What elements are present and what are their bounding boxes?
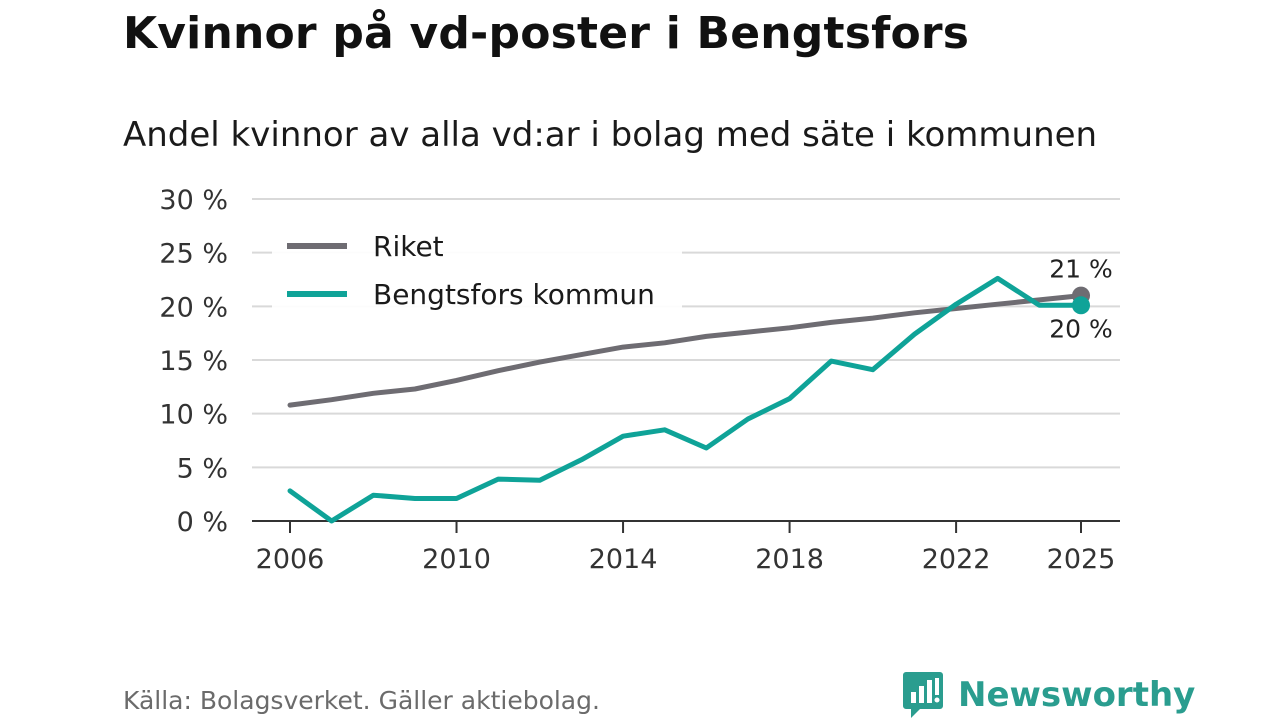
x-tick-label: 2018 (755, 544, 824, 575)
legend-background (272, 222, 682, 314)
chart-title: Kvinnor på vd-poster i Bengtsfors (123, 8, 970, 59)
y-axis-ticks: 0 % 5 % 10 % 15 % 20 % 25 % 30 % (159, 185, 228, 538)
x-tick-label: 2025 (1047, 544, 1116, 575)
y-tick-label: 0 % (177, 507, 228, 538)
series-end-point-1 (1072, 296, 1090, 315)
end-label-0: 21 % (1049, 255, 1113, 284)
series-lines (287, 275, 1090, 524)
x-axis: 2006 2010 2014 2018 2022 2025 (252, 520, 1120, 575)
end-labels: 21 % 20 % (1049, 255, 1113, 344)
x-tick-label: 2014 (589, 544, 658, 575)
x-tick-label: 2006 (256, 544, 325, 575)
chart-subtitle: Andel kvinnor av alla vd:ar i bolag med … (123, 115, 1098, 155)
y-tick-label: 10 % (159, 400, 228, 431)
y-tick-label: 5 % (177, 453, 228, 484)
y-tick-label: 30 % (159, 185, 228, 216)
brand-logo: Newsworthy (902, 670, 1195, 720)
series-line-1 (287, 275, 1084, 524)
y-tick-label: 20 % (159, 292, 228, 323)
x-tick-label: 2010 (422, 544, 491, 575)
legend-label-0: Riket (373, 230, 444, 263)
brand-name: Newsworthy (958, 675, 1196, 715)
legend-label-1: Bengtsfors kommun (373, 278, 655, 311)
source-note: Källa: Bolagsverket. Gäller aktiebolag. (123, 686, 600, 715)
end-label-1: 20 % (1049, 314, 1113, 343)
legend: Riket Bengtsfors kommun (272, 222, 682, 314)
y-tick-label: 25 % (159, 239, 228, 270)
newsworthy-logo-icon (903, 672, 943, 718)
y-tick-label: 15 % (159, 346, 228, 377)
x-tick-label: 2022 (922, 544, 991, 575)
